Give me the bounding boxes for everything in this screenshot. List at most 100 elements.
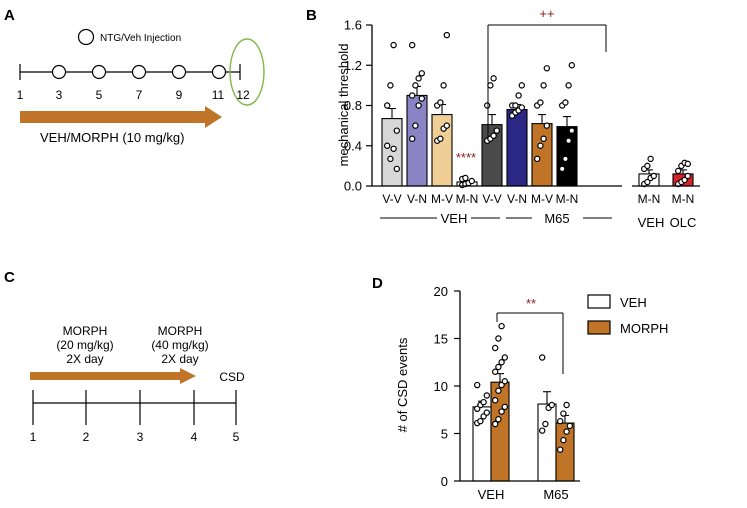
b-bar [531,123,553,187]
b-point [443,31,450,39]
phase2-line: 2X day [161,352,198,366]
b-point [518,82,526,89]
b-point [562,99,569,106]
b-point [518,104,526,111]
b-point [684,172,692,180]
d-point [501,354,508,361]
day-label: 1 [17,88,24,102]
d-ylabel: # of CSD events [395,337,410,432]
panel-label-d: D [372,275,383,292]
d-legend-morph-label: MORPH [620,321,668,336]
b-point [415,75,422,82]
day-label: 5 [96,88,103,102]
b-group-label: M65 [544,211,569,226]
b-point [537,142,544,149]
d-category-label: M65 [543,487,568,502]
day-12-highlight [229,38,265,106]
b-point [540,82,547,89]
d-point [477,417,484,425]
day-label: 7 [136,88,143,102]
b-significance-stars: **** [456,150,476,165]
b-point [409,92,416,99]
b-point [684,160,692,168]
protocol-day: 5 [233,430,240,444]
d-point [542,420,549,428]
d-point [492,420,499,428]
b-points [384,31,692,189]
b-point [647,155,654,163]
d-point [539,354,546,361]
b-point [681,176,688,184]
protocol-day: 4 [191,430,198,444]
d-point [501,403,508,411]
d-bar [490,381,510,482]
b-category-label: M-N [638,192,661,206]
b-point [384,102,391,109]
injection-day-11 [211,64,227,80]
b-point [512,102,519,109]
b-point [393,165,400,173]
b-y-axis: 0.0 0.4 0.8 1.2 1.6 [344,18,373,194]
d-y-tick-label: 5 [441,427,448,442]
b-group-label: VEH [441,211,468,226]
b-category-labels: V-V V-N M-V M-N V-V V-N M-V M-N M-N M-N [382,192,694,206]
d-point [560,436,567,444]
b-point [418,95,425,102]
panel-label-a: A [4,7,15,24]
d-point [566,422,574,430]
protocol-day: 1 [30,430,37,444]
d-point [563,401,570,409]
b-point [562,155,569,163]
b-point [387,82,394,89]
b-point [565,137,572,144]
d-point [480,398,487,406]
d-significance-stars: ** [526,296,536,311]
b-point [418,70,425,77]
d-point [557,446,564,453]
injection-day-9 [171,64,187,80]
d-point [498,359,505,366]
panel-label-c: C [4,269,15,286]
protocol-day: 2 [83,430,90,444]
d-y-tick-label: 15 [434,332,448,347]
d-legend-veh-swatch [587,294,611,309]
b-point [387,155,394,163]
b-point [675,167,682,175]
legend-injection-icon [77,28,95,46]
b-point [534,155,541,163]
b-category-label: M-N [672,192,695,206]
b-point [490,75,497,82]
day-label: 11 [212,88,225,102]
b-y-tick-label: 0.4 [344,138,362,153]
b-group-label: OLC [670,215,697,230]
d-point [492,397,499,404]
phase2-line: MORPH [158,324,203,338]
d-point [501,378,508,385]
d-point [495,335,502,342]
injection-day-3 [51,64,67,80]
panel-b-chart: mechanical threshold 0.0 0.4 0.8 1.2 1.6 V-V… [336,6,700,230]
d-point [539,427,546,434]
phase2-line: (40 mg/kg) [151,338,208,352]
d-point [492,344,499,352]
b-point [559,165,566,173]
d-point [557,417,564,425]
b-point [437,135,444,142]
b-point [409,135,416,142]
d-point [495,387,502,394]
d-y-tick-label: 10 [434,379,448,394]
d-point [474,381,481,389]
phase1-line: 2X day [66,352,103,366]
b-point [468,177,475,185]
b-point [415,102,422,109]
b-category-label: V-N [507,192,527,206]
b-point [568,62,576,69]
b-group-label: VEH [638,215,665,230]
b-point [409,41,416,49]
d-category-label: VEH [478,487,505,502]
b-point [412,82,419,89]
b-category-label: M-N [556,192,579,206]
d-point [563,428,570,435]
